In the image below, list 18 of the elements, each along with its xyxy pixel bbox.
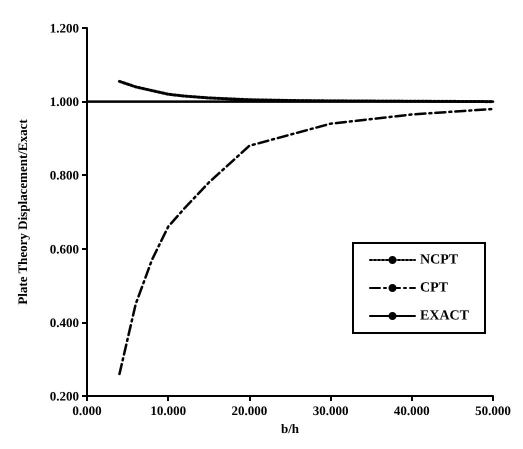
- y-tick-label: 0.600: [50, 241, 79, 256]
- x-tick-label: 50.000: [475, 403, 511, 418]
- x-tick-label: 0.000: [72, 403, 102, 418]
- x-axis-title: b/h: [280, 420, 300, 436]
- y-tick-label: 1.200: [50, 20, 79, 36]
- y-tick-label: 1.000: [50, 94, 79, 110]
- x-tick-label: 40.000: [394, 403, 430, 418]
- x-tick-label: 20.000: [232, 403, 268, 418]
- y-axis-title: Plate Theory Displacement/Exact: [15, 118, 30, 305]
- y-tick-label: 0.400: [50, 314, 79, 330]
- legend-label: NCPT: [420, 252, 459, 268]
- y-tick-label: 0.200: [50, 388, 79, 404]
- x-tick-label: 10.000: [150, 403, 186, 418]
- legend-label: EXACT: [420, 308, 470, 324]
- x-tick-label: 30.000: [312, 403, 348, 418]
- line-series: [118, 108, 494, 376]
- legend-label: CPT: [420, 280, 449, 296]
- y-tick-label: 0.800: [50, 168, 79, 183]
